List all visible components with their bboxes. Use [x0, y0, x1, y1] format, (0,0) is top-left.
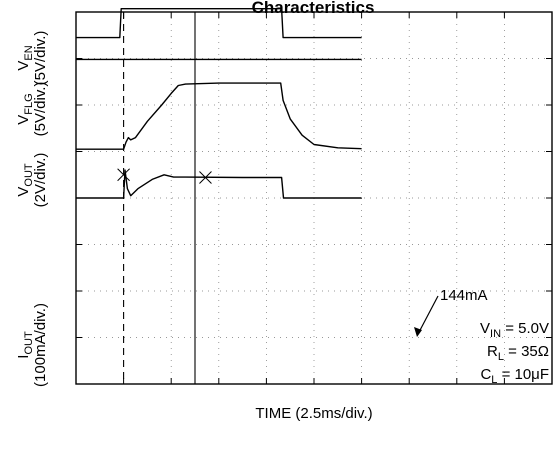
channel-label-vout: VOUT (2V/div.)	[15, 153, 49, 208]
svg-text:(2V/div.): (2V/div.)	[32, 153, 49, 208]
channel-label-iout: IOUT (100mA/div.)	[15, 303, 49, 387]
rl-annotation: RL = 35Ω	[487, 343, 549, 363]
current-callout-arrow	[417, 295, 439, 335]
markers	[117, 168, 212, 184]
trace-v-out	[76, 82, 362, 150]
svg-text:VEN: VEN	[15, 45, 35, 70]
x-marker	[199, 171, 212, 184]
x-marker	[117, 168, 130, 182]
current-annotation: 144mA	[440, 287, 488, 304]
channel-label-vflg: VFLG (5V/div.)	[15, 82, 49, 137]
vin-annotation: VIN = 5.0V	[480, 320, 549, 340]
cl-annotation: CL = 10μF	[480, 366, 549, 386]
svg-text:(100mA/div.): (100mA/div.)	[32, 303, 49, 387]
trace-v-en	[76, 7, 362, 39]
svg-text:VFLG: VFLG	[15, 93, 35, 124]
svg-text:(5V/div.): (5V/div.)	[32, 82, 49, 137]
x-axis-label: TIME (2.5ms/div.)	[255, 405, 372, 422]
svg-text:VOUT: VOUT	[15, 163, 35, 197]
current-callout-arrowhead	[414, 327, 422, 337]
plot-frame	[75, 11, 553, 385]
svg-text:IOUT: IOUT	[15, 331, 35, 359]
svg-text:(5V/div.): (5V/div.)	[32, 31, 49, 86]
channel-label-ven: VEN (5V/div.)	[15, 31, 49, 86]
